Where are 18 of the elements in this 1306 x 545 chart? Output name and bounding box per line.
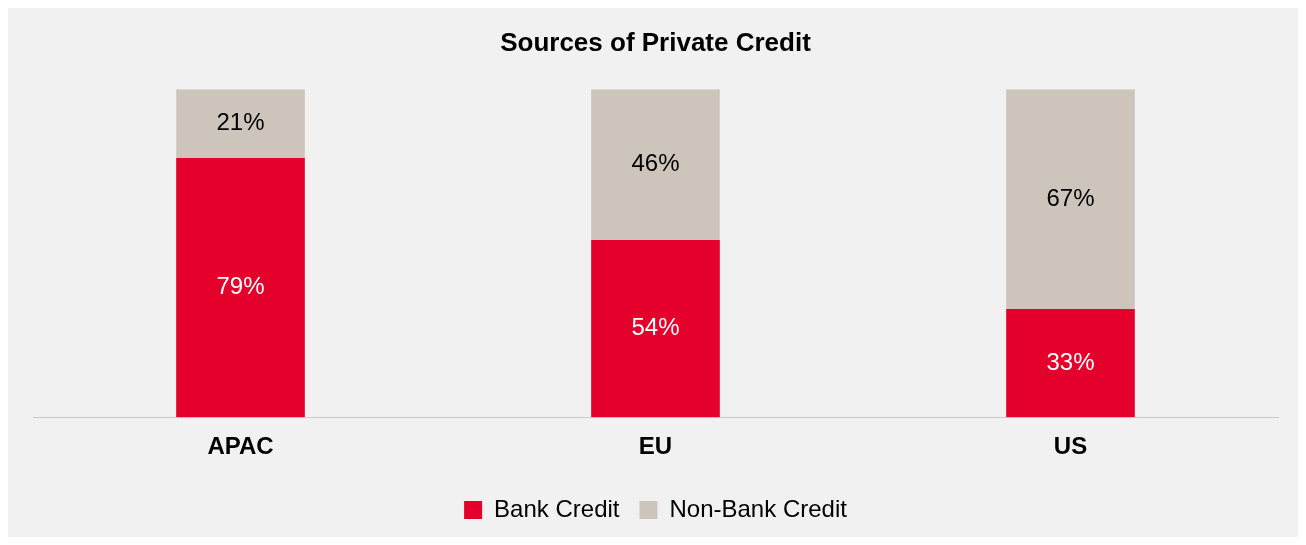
data-label: 46% [631, 149, 680, 177]
x-tick-label: APAC [207, 432, 274, 460]
bar [1006, 89, 1135, 309]
bar [176, 89, 305, 159]
x-tick-label: US [1053, 432, 1088, 460]
data-label: 21% [216, 108, 265, 136]
legend-label: Bank Credit [494, 494, 620, 522]
chart-title: Sources of Private Credit [500, 26, 812, 57]
data-label: 67% [1046, 183, 1095, 211]
data-label: 33% [1046, 347, 1095, 375]
bar [1006, 308, 1135, 418]
legend-label: Non-Bank Credit [669, 494, 848, 522]
bar [591, 89, 720, 241]
data-label: 54% [631, 313, 680, 341]
data-label: 79% [216, 272, 265, 300]
bar [591, 240, 720, 418]
x-tick-label: EU [638, 432, 673, 460]
bar [176, 158, 305, 418]
